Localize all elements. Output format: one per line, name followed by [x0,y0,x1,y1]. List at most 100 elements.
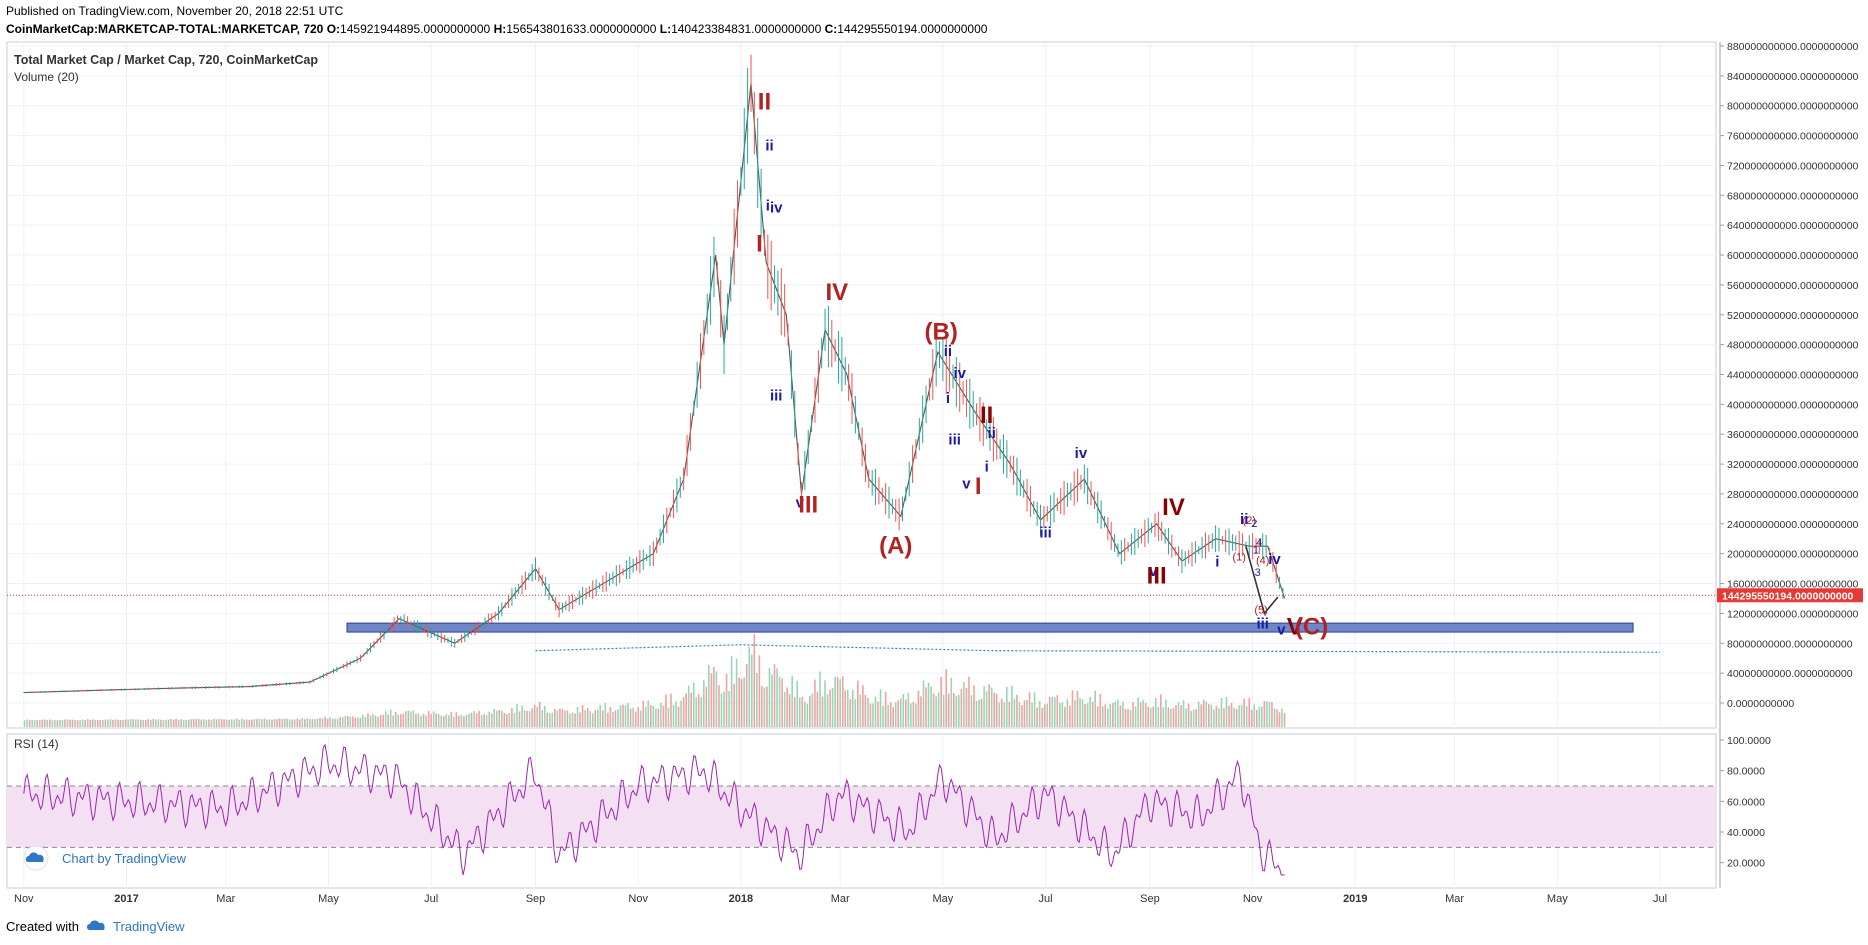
volume-bar [369,715,372,727]
rsi-tick-label: 20.0000 [1727,858,1765,870]
volume-bar [998,702,1001,727]
volume-bar [61,719,64,727]
volume-bar [97,719,99,727]
volume-bar [430,713,432,727]
high-value: 156543801633.0000000000 [506,22,657,36]
volume-bar [945,669,948,727]
volume-bar [1086,703,1089,727]
volume-bar [1089,696,1091,727]
volume-bar [1008,701,1011,727]
volume-bar [137,719,140,727]
volume-bar [427,710,430,727]
volume-bar [629,708,632,727]
volume-bar [175,718,177,727]
volume-bar [1162,707,1165,727]
volume-bar [240,718,243,727]
volume-bar [1046,703,1049,727]
chart-canvas[interactable]: Nov 2017 Mar May Jul Sep Nov 2018 Mar May Jul Sep No… [0,0,1868,915]
volume-bar [147,719,150,727]
volume-bar [955,695,958,727]
volume-bar [619,705,622,727]
y-tick-label: 520000000000.0000000000 [1727,310,1859,322]
wave-label: 1 [1253,545,1259,557]
wave-label: II [980,402,993,429]
price-series [23,54,1286,694]
volume-bar [854,699,857,727]
volume-bar [144,719,147,727]
volume-bar [571,712,574,727]
volume-bar [745,663,748,727]
volume-bar [932,693,935,727]
volume-bar [1187,703,1190,727]
volume-bar [41,719,44,727]
volume-bar [756,672,758,727]
volume-bar [927,682,930,727]
volume-bar [192,719,195,727]
volume-bar [738,677,740,727]
volume-bar [521,705,523,727]
wave-label: (2) [1243,515,1256,527]
volume-bar [367,713,369,727]
volume-bar [112,719,114,727]
volume-bar [150,719,152,727]
volume-bar [728,691,730,727]
volume-bar [195,719,198,727]
volume-bar [1182,700,1185,727]
volume-bar [1076,690,1079,727]
volume-bar [160,719,162,727]
volume-bar [531,708,533,727]
volume-bar [826,694,829,727]
x-tick-label: 2018 [729,893,753,905]
volume-bar [1250,709,1253,727]
volume-bar [1028,692,1031,727]
volume-bar [607,712,609,727]
volume-bar [129,719,132,727]
volume-bar [667,707,670,727]
volume-bar [56,720,59,727]
x-tick-label: 2017 [114,893,138,905]
wave-label: iv [1268,551,1281,568]
volume-bar [1122,701,1124,727]
volume-bar [437,714,440,727]
rsi-tick-label: 60.0000 [1727,796,1765,808]
volume-bar [695,697,698,727]
volume-bar [586,708,589,727]
volume-bar [809,696,811,727]
volume-bar [1243,698,1245,727]
wave-label: (B) [925,318,958,345]
volume-bar [382,714,384,727]
wave-label: iii [1039,524,1052,541]
volume-bar [344,716,347,727]
x-tick-label: Mar [216,893,235,905]
volume-bar [301,717,304,727]
volume-bar [574,713,576,727]
volume-bar [859,694,862,727]
wave-label: III [798,492,818,519]
volume-bar [750,654,753,727]
volume-bar [632,707,634,727]
volume-bar [109,719,112,727]
volume-bar [283,718,286,727]
volume-bar [74,719,76,727]
volume-bar [877,701,879,727]
volume-bar [473,710,475,727]
volume-bar [43,719,46,727]
volume-bar [142,719,145,727]
volume-bar [743,677,746,727]
wave-label: (A) [879,533,912,560]
volume-bar [776,668,778,727]
volume-bar [1043,704,1046,727]
volume-bar [392,715,395,727]
volume-bar [31,719,33,727]
volume-bar [450,711,453,727]
volume-bar [23,720,26,727]
volume-bar [91,719,94,727]
wave-label: iv [1075,445,1088,462]
tradingview-brand-link[interactable]: TradingView [112,919,185,934]
volume-bar [647,700,650,727]
volume-bar [655,708,657,727]
volume-bar [475,713,478,727]
volume-bar [1258,706,1261,727]
volume-bar [38,719,41,727]
low-value: 140423384831.0000000000 [671,22,822,36]
